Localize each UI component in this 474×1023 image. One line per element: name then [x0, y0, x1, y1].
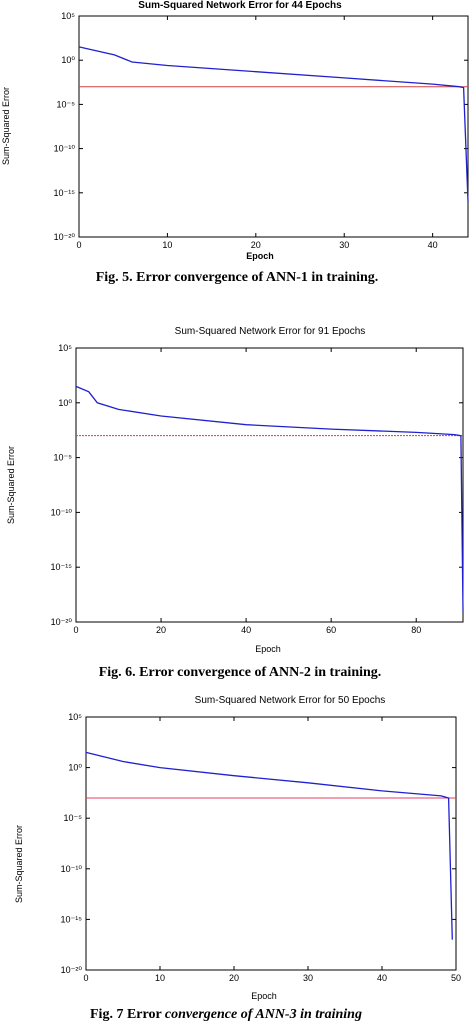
chart-2-xtick-label: 40	[241, 625, 251, 635]
chart-3-ytick-label: 10⁻⁵	[64, 813, 83, 823]
chart-1-xtick-label: 10	[162, 240, 172, 250]
chart-2-ytick-label: 10⁻¹⁰	[51, 507, 73, 517]
chart-1-error-line	[78, 46, 469, 202]
chart-3-xtick-label: 40	[377, 973, 387, 983]
chart-1-ytick-label: 10⁻¹⁰	[54, 144, 76, 154]
chart-2-title: Sum-Squared Network Error for 91 Epochs	[175, 326, 366, 337]
chart-2-xlabel: Epoch	[255, 644, 281, 654]
chart-1-xtick-label: 20	[251, 240, 261, 250]
chart-3-caption-plain: Fig. 7 Error	[90, 1007, 165, 1022]
chart-1-ytick-label: 10⁵	[61, 11, 75, 21]
chart-2-ytick-label: 10⁻¹⁵	[51, 562, 73, 572]
chart-3-ylabel: Sum-Squared Error	[14, 825, 24, 903]
chart-3-xtick-label: 0	[83, 973, 88, 983]
chart-2-xtick-label: 0	[73, 625, 78, 635]
chart-3-ytick-label: 10⁰	[68, 763, 82, 773]
chart-3-ytick-label: 10⁻¹⁰	[61, 864, 83, 874]
chart-3-caption: Fig. 7 Error convergence of ANN-3 in tra…	[90, 1007, 362, 1022]
chart-1-xtick-label: 40	[428, 240, 438, 250]
chart-panel-2: Sum-Squared Network Error for 91 Epochs …	[6, 326, 464, 680]
chart-2-caption: Fig. 6. Error convergence of ANN-2 in tr…	[99, 665, 382, 680]
chart-3-caption-italic: convergence of ANN-3 in training	[165, 1007, 362, 1022]
chart-2-ytick-label: 10⁰	[58, 398, 72, 408]
chart-1-caption: Fig. 5. Error convergence of ANN-1 in tr…	[96, 270, 379, 285]
chart-3-xtick-label: 30	[303, 973, 313, 983]
chart-3-axes	[85, 716, 457, 971]
chart-2-ytick-label: 10⁻²⁰	[51, 617, 73, 627]
chart-3-ytick-label: 10⁻¹⁵	[61, 914, 83, 924]
chart-3-ytick-label: 10⁻²⁰	[61, 965, 83, 975]
chart-3-xlabel: Epoch	[251, 991, 277, 1001]
chart-3-ytick-label: 10⁵	[68, 712, 82, 722]
chart-1-title: Sum-Squared Network Error for 44 Epochs	[138, 0, 342, 11]
chart-3-xtick-label: 10	[155, 973, 165, 983]
chart-3-xtick-label: 50	[451, 973, 461, 983]
chart-1-ytick-label: 10⁻⁵	[57, 99, 76, 109]
chart-3-title: Sum-Squared Network Error for 50 Epochs	[195, 695, 386, 706]
chart-1-ylabel: Sum-Squared Error	[1, 87, 11, 165]
chart-2-xtick-label: 60	[326, 625, 336, 635]
chart-3-xtick-label: 20	[229, 973, 239, 983]
chart-2-axes	[75, 347, 464, 623]
chart-1-ytick-label: 10⁻¹⁵	[54, 188, 76, 198]
chart-1-xtick-label: 30	[339, 240, 349, 250]
chart-2-xtick-label: 20	[156, 625, 166, 635]
chart-2-ytick-label: 10⁵	[58, 343, 72, 353]
chart-3-error-line	[85, 751, 453, 940]
chart-panel-3: Sum-Squared Network Error for 50 Epochs …	[14, 695, 461, 1022]
chart-panel-1: Sum-Squared Network Error for 44 Epochs …	[1, 0, 469, 285]
chart-2-ytick-label: 10⁻⁵	[54, 453, 73, 463]
chart-1-xlabel: Epoch	[246, 251, 274, 261]
chart-2-ylabel: Sum-Squared Error	[6, 446, 16, 524]
chart-1-axes	[78, 15, 469, 238]
chart-1-ytick-label: 10⁰	[61, 55, 75, 65]
chart-2-xtick-label: 80	[411, 625, 421, 635]
chart-2-error-line	[75, 385, 464, 612]
chart-1-xtick-label: 0	[76, 240, 81, 250]
chart-1-ytick-label: 10⁻²⁰	[54, 232, 76, 242]
